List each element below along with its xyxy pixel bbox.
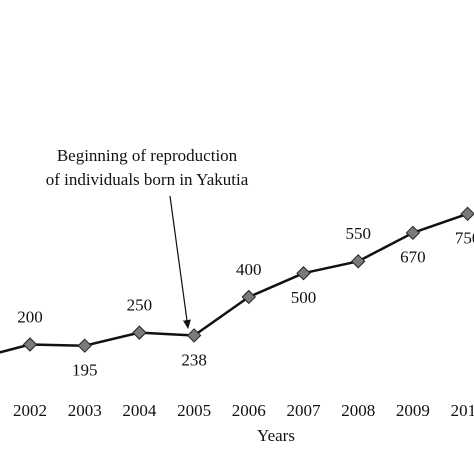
x-tick-label: 2005 bbox=[177, 401, 211, 420]
data-label: 670 bbox=[400, 248, 426, 267]
data-point bbox=[77, 338, 92, 353]
data-point bbox=[132, 325, 147, 340]
data-point bbox=[241, 289, 257, 305]
annotation-arrow bbox=[169, 195, 191, 329]
x-tick-label: 2003 bbox=[68, 401, 102, 420]
x-tick-label: 2002 bbox=[13, 401, 47, 420]
annotation: Beginning of reproduction bbox=[57, 146, 238, 165]
x-tick-label: 2007 bbox=[287, 401, 322, 420]
annotation: of individuals born in Yakutia bbox=[46, 170, 249, 189]
data-label: 250 bbox=[127, 296, 153, 315]
data-point bbox=[460, 206, 474, 222]
data-point bbox=[350, 254, 366, 269]
data-label: 195 bbox=[72, 361, 98, 380]
data-label: 550 bbox=[345, 224, 371, 243]
data-point bbox=[186, 328, 202, 343]
x-tick-label: 2010 bbox=[451, 401, 474, 420]
data-label: 200 bbox=[17, 307, 43, 326]
data-label: 750 bbox=[455, 229, 474, 248]
data-point bbox=[296, 266, 311, 281]
x-tick-label: 2006 bbox=[232, 401, 266, 420]
x-tick-label: 2004 bbox=[122, 401, 157, 420]
x-axis-label: Years bbox=[257, 426, 295, 445]
data-label: 400 bbox=[236, 260, 262, 279]
x-tick-label: 2009 bbox=[396, 401, 430, 420]
data-line bbox=[0, 212, 469, 354]
data-label: 238 bbox=[181, 350, 207, 369]
data-point bbox=[22, 337, 38, 352]
x-tick-label: 2008 bbox=[341, 401, 375, 420]
data-point bbox=[405, 225, 421, 241]
data-label: 500 bbox=[291, 288, 317, 307]
